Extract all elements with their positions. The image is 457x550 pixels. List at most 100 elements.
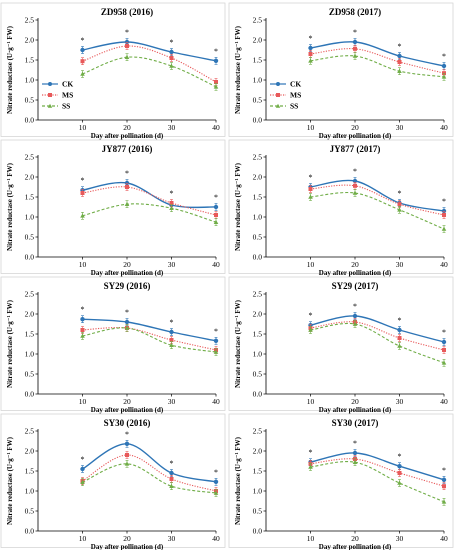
y-tick-label: 0.0: [253, 253, 263, 262]
y-tick-label: 0.5: [25, 507, 35, 516]
data-point: [352, 459, 358, 464]
x-tick-label: 30: [168, 123, 176, 132]
data-point: [352, 321, 358, 326]
series-line: [82, 454, 217, 492]
data-point: [397, 68, 402, 73]
data-point: [169, 205, 174, 210]
y-tick-label: 0.0: [25, 390, 35, 399]
chart-title: SY30 (2017): [332, 418, 379, 428]
x-tick-label: 20: [351, 123, 359, 132]
significance-marker: *: [214, 327, 218, 336]
data-point: [308, 45, 313, 51]
legend-marker: [276, 93, 280, 97]
series-line: [82, 443, 217, 483]
y-axis-label: Nitrate reductase (U·g⁻¹ FW): [6, 162, 14, 251]
data-point: [80, 479, 85, 484]
x-axis-label: Day after pollination (d): [319, 269, 392, 277]
data-point: [125, 44, 129, 48]
x-tick-label: 30: [396, 260, 404, 269]
data-point: [80, 328, 85, 332]
y-tick-label: 2.5: [25, 427, 35, 436]
legend-label: MS: [290, 91, 301, 100]
y-tick-label: 0.5: [253, 96, 263, 105]
y-tick-label: 1.0: [253, 213, 263, 222]
y-axis-label: Nitrate reductase (U·g⁻¹ FW): [234, 25, 242, 114]
y-tick-label: 0.5: [253, 507, 263, 516]
series-line: [310, 452, 445, 481]
data-point: [213, 349, 219, 354]
y-tick-label: 1.5: [25, 330, 35, 339]
chart-title: JY877 (2016): [102, 144, 153, 154]
series-line: [310, 458, 445, 487]
data-point: [169, 338, 174, 342]
x-tick-label: 30: [168, 534, 176, 543]
series-line: [310, 55, 445, 78]
y-tick-label: 0.5: [25, 370, 35, 379]
data-point: [124, 180, 130, 186]
y-tick-label: 0.5: [25, 233, 35, 242]
data-point: [125, 453, 129, 457]
significance-marker: *: [125, 169, 129, 178]
data-point: [80, 213, 85, 218]
data-point: [169, 329, 174, 335]
significance-marker: *: [309, 448, 313, 457]
chart-panel: SY29 (2016) 0.0 0.5 1.0 1.5 2.0 2.5 10 20 30 40 Day…: [0, 276, 226, 414]
y-tick-label: 1.5: [253, 56, 263, 65]
significance-marker: *: [170, 38, 174, 47]
legend-label: SS: [62, 102, 70, 111]
panel-border: [0, 413, 226, 548]
x-tick-label: 10: [307, 260, 315, 269]
data-point: [441, 226, 447, 231]
x-tick-label: 40: [212, 397, 220, 406]
series-line: [310, 321, 445, 351]
y-tick-label: 0.5: [25, 96, 35, 105]
data-point: [397, 336, 402, 340]
data-point: [441, 360, 447, 365]
series-line: [82, 327, 217, 353]
y-axis-label: Nitrate reductase (U·g⁻¹ FW): [6, 436, 14, 525]
x-axis-label: Day after pollination (d): [319, 132, 392, 140]
y-tick-label: 2.0: [253, 447, 263, 456]
data-point: [213, 58, 219, 63]
series-line: [310, 184, 445, 216]
y-axis-label: Nitrate reductase (U·g⁻¹ FW): [234, 299, 242, 388]
data-point: [80, 333, 85, 338]
series-line: [310, 48, 445, 74]
y-tick-label: 1.5: [253, 193, 263, 202]
y-tick-label: 0.0: [25, 527, 35, 536]
data-point: [397, 464, 402, 469]
x-tick-label: 10: [307, 397, 315, 406]
y-tick-label: 1.5: [25, 467, 35, 476]
x-tick-label: 20: [351, 397, 359, 406]
series-line: [82, 318, 217, 342]
significance-marker: *: [125, 308, 129, 317]
y-axis-label: Nitrate reductase (U·g⁻¹ FW): [6, 299, 14, 388]
series-line: [310, 322, 445, 364]
significance-marker: *: [125, 28, 129, 37]
data-point: [124, 325, 130, 330]
significance-marker: *: [170, 318, 174, 327]
y-tick-label: 1.0: [253, 487, 263, 496]
y-tick-label: 2.5: [253, 153, 263, 162]
significance-marker: *: [170, 189, 174, 198]
significance-marker: *: [214, 193, 218, 202]
data-point: [169, 56, 174, 60]
data-point: [213, 219, 219, 224]
data-point: [214, 213, 218, 217]
y-tick-label: 2.0: [253, 36, 263, 45]
data-point: [213, 84, 219, 89]
x-axis-label: Day after pollination (d): [319, 406, 392, 414]
significance-marker: *: [81, 305, 85, 314]
significance-marker: *: [353, 302, 357, 311]
x-tick-label: 10: [79, 123, 87, 132]
x-axis-label: Day after pollination (d): [91, 269, 164, 277]
data-point: [352, 450, 358, 456]
chart-panel: ZD958 (2016) 0.0 0.5 1.0 1.5 2.0 2.5 10 20 30 40 Da…: [0, 2, 226, 140]
data-point: [442, 484, 446, 489]
y-tick-label: 2.0: [25, 36, 35, 45]
y-tick-label: 1.0: [25, 76, 35, 85]
series-line: [82, 41, 217, 62]
data-point: [397, 53, 402, 59]
y-tick-label: 1.0: [25, 350, 35, 359]
x-tick-label: 20: [351, 260, 359, 269]
